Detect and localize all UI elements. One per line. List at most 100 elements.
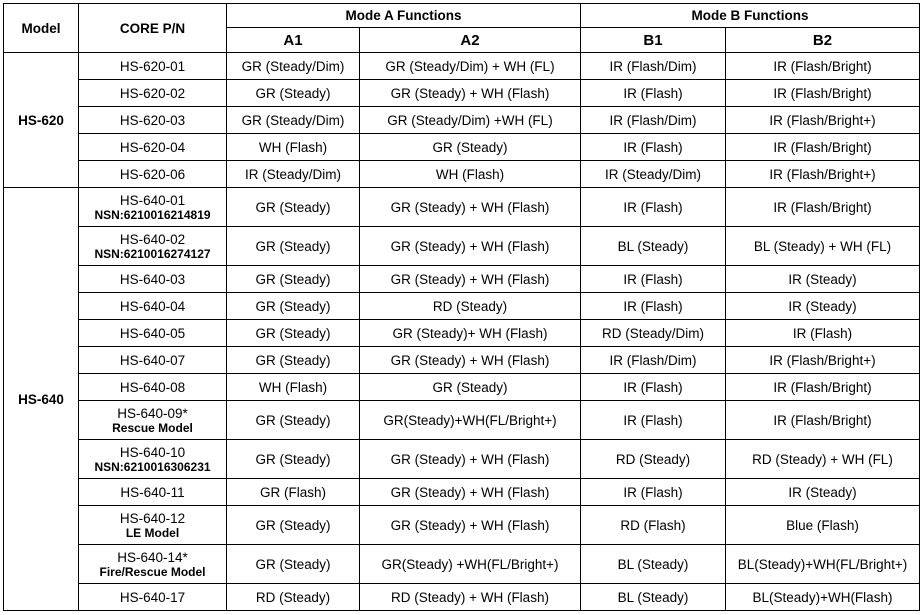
function-a1-cell: GR (Steady/Dim): [226, 52, 360, 80]
function-a1-cell: WH (Flash): [226, 373, 360, 401]
table-row: HS-620-04 WH (Flash) GR (Steady) IR (Flash)…: [4, 133, 920, 161]
function-b1-cell: IR (Steady/Dim): [580, 160, 726, 188]
table-row: HS-640-12 LE Model GR (Steady) GR (Steady) …: [4, 505, 920, 545]
part-number: HS-640-08: [119, 379, 186, 395]
function-b1-cell: BL (Steady): [580, 544, 726, 584]
part-number: HS-640-09*: [117, 405, 188, 421]
function-a2-cell: GR (Steady) + WH (Flash): [359, 505, 581, 545]
function-a1-cell: GR (Steady): [226, 187, 360, 227]
function-b2-cell: IR (Flash/Bright+): [725, 160, 920, 188]
part-number: HS-640-01: [119, 192, 186, 208]
table-row: HS-640-08 WH (Flash) GR (Steady) IR (Flash)…: [4, 373, 920, 401]
core-pn-cell: HS-620-02: [78, 79, 227, 107]
header-model: Model: [3, 3, 79, 53]
part-number: HS-620-04: [119, 139, 186, 155]
function-b2-cell: IR (Flash/Bright): [725, 79, 920, 107]
function-b2-cell: IR (Flash/Bright): [725, 187, 920, 227]
function-a1-cell: GR (Steady): [226, 79, 360, 107]
function-a2-cell: GR (Steady) + WH (Flash): [359, 346, 581, 374]
header-b1: B1: [580, 27, 726, 53]
function-b2-cell: IR (Flash): [725, 319, 920, 347]
part-subtitle: Rescue Model: [112, 420, 193, 435]
function-b2-cell: BL(Steady)+WH(Flash): [725, 583, 920, 611]
function-b1-cell: IR (Flash): [580, 133, 726, 161]
model-cell: HS-640: [3, 187, 79, 611]
function-a1-cell: GR (Flash): [226, 478, 360, 506]
core-pn-cell: HS-640-12 LE Model: [78, 505, 227, 545]
core-pn-cell: HS-640-03: [78, 265, 227, 293]
function-a2-cell: WH (Flash): [359, 160, 581, 188]
function-b1-cell: BL (Steady): [580, 583, 726, 611]
function-b2-cell: IR (Steady): [725, 478, 920, 506]
function-b1-cell: RD (Steady): [580, 439, 726, 479]
header-b2: B2: [725, 27, 920, 53]
function-a2-cell: GR (Steady/Dim) +WH (FL): [359, 106, 581, 134]
function-a1-cell: GR (Steady/Dim): [226, 106, 360, 134]
core-pn-cell: HS-640-04: [78, 292, 227, 320]
part-number: HS-620-01: [119, 58, 186, 74]
function-a1-cell: IR (Steady/Dim): [226, 160, 360, 188]
part-number: HS-640-17: [119, 589, 186, 605]
function-a1-cell: GR (Steady): [226, 319, 360, 347]
part-number: HS-640-03: [119, 271, 186, 287]
part-subtitle: NSN:6210016214819: [94, 207, 211, 222]
core-pn-cell: HS-640-11: [78, 478, 227, 506]
function-b2-cell: Blue (Flash): [725, 505, 920, 545]
function-a1-cell: GR (Steady): [226, 226, 360, 266]
function-b2-cell: IR (Flash/Bright+): [725, 106, 920, 134]
part-subtitle: LE Model: [125, 525, 180, 540]
function-b1-cell: BL (Steady): [580, 226, 726, 266]
function-a1-cell: GR (Steady): [226, 439, 360, 479]
function-a2-cell: GR (Steady) + WH (Flash): [359, 265, 581, 293]
function-b2-cell: IR (Flash/Bright): [725, 133, 920, 161]
functions-table: Model CORE P/N Mode A Functions Mode B F…: [3, 3, 920, 611]
function-a2-cell: GR(Steady)+WH(FL/Bright+): [359, 400, 581, 440]
core-pn-cell: HS-640-14* Fire/Rescue Model: [78, 544, 227, 584]
function-a2-cell: GR (Steady) + WH (Flash): [359, 79, 581, 107]
function-b2-cell: RD (Steady) + WH (FL): [725, 439, 920, 479]
header-a1: A1: [226, 27, 360, 53]
model-cell: HS-620: [3, 52, 79, 188]
table-row: HS-620-02 GR (Steady) GR (Steady) + WH (Fl…: [4, 79, 920, 107]
header-a2: A2: [359, 27, 581, 53]
part-number: HS-640-10: [119, 444, 186, 460]
function-a2-cell: GR (Steady) + WH (Flash): [359, 187, 581, 227]
part-subtitle: NSN:6210016274127: [94, 246, 211, 261]
function-a2-cell: GR (Steady)+ WH (Flash): [359, 319, 581, 347]
table-row: HS-640-14* Fire/Rescue Model GR (Steady) GR…: [4, 544, 920, 584]
function-a1-cell: GR (Steady): [226, 292, 360, 320]
function-a2-cell: GR (Steady): [359, 373, 581, 401]
function-b1-cell: IR (Flash): [580, 400, 726, 440]
function-b1-cell: IR (Flash): [580, 79, 726, 107]
function-a1-cell: WH (Flash): [226, 133, 360, 161]
core-pn-cell: HS-640-02 NSN:6210016274127: [78, 226, 227, 266]
core-pn-cell: HS-620-04: [78, 133, 227, 161]
core-pn-cell: HS-640-09* Rescue Model: [78, 400, 227, 440]
part-number: HS-640-14*: [117, 549, 188, 565]
core-pn-cell: HS-640-17: [78, 583, 227, 611]
function-b2-cell: IR (Steady): [725, 292, 920, 320]
function-a2-cell: RD (Steady): [359, 292, 581, 320]
function-b1-cell: IR (Flash): [580, 478, 726, 506]
function-b2-cell: BL(Steady)+WH(FL/Bright+): [725, 544, 920, 584]
function-a2-cell: GR (Steady/Dim) + WH (FL): [359, 52, 581, 80]
part-subtitle: Fire/Rescue Model: [99, 564, 206, 579]
core-pn-cell: HS-640-07: [78, 346, 227, 374]
table-row: HS-640-11 GR (Flash) GR (Steady) + WH (Fla…: [4, 478, 920, 506]
function-a2-cell: GR (Steady): [359, 133, 581, 161]
part-number: HS-640-11: [120, 484, 185, 500]
function-a1-cell: GR (Steady): [226, 544, 360, 584]
core-pn-cell: HS-640-08: [78, 373, 227, 401]
part-number: HS-620-03: [119, 112, 186, 128]
header-mode-b: Mode B Functions: [580, 3, 920, 28]
function-b1-cell: IR (Flash/Dim): [580, 52, 726, 80]
core-pn-cell: HS-640-05: [78, 319, 227, 347]
table-row: HS-620-03 GR (Steady/Dim) GR (Steady/Dim) …: [4, 106, 920, 134]
function-a2-cell: GR (Steady) + WH (Flash): [359, 226, 581, 266]
part-number: HS-620-06: [119, 166, 186, 182]
function-b1-cell: IR (Flash): [580, 292, 726, 320]
function-a2-cell: RD (Steady) + WH (Flash): [359, 583, 581, 611]
part-number: HS-620-02: [119, 85, 186, 101]
core-pn-cell: HS-640-10 NSN:6210016306231: [78, 439, 227, 479]
function-b2-cell: IR (Flash/Bright): [725, 400, 920, 440]
